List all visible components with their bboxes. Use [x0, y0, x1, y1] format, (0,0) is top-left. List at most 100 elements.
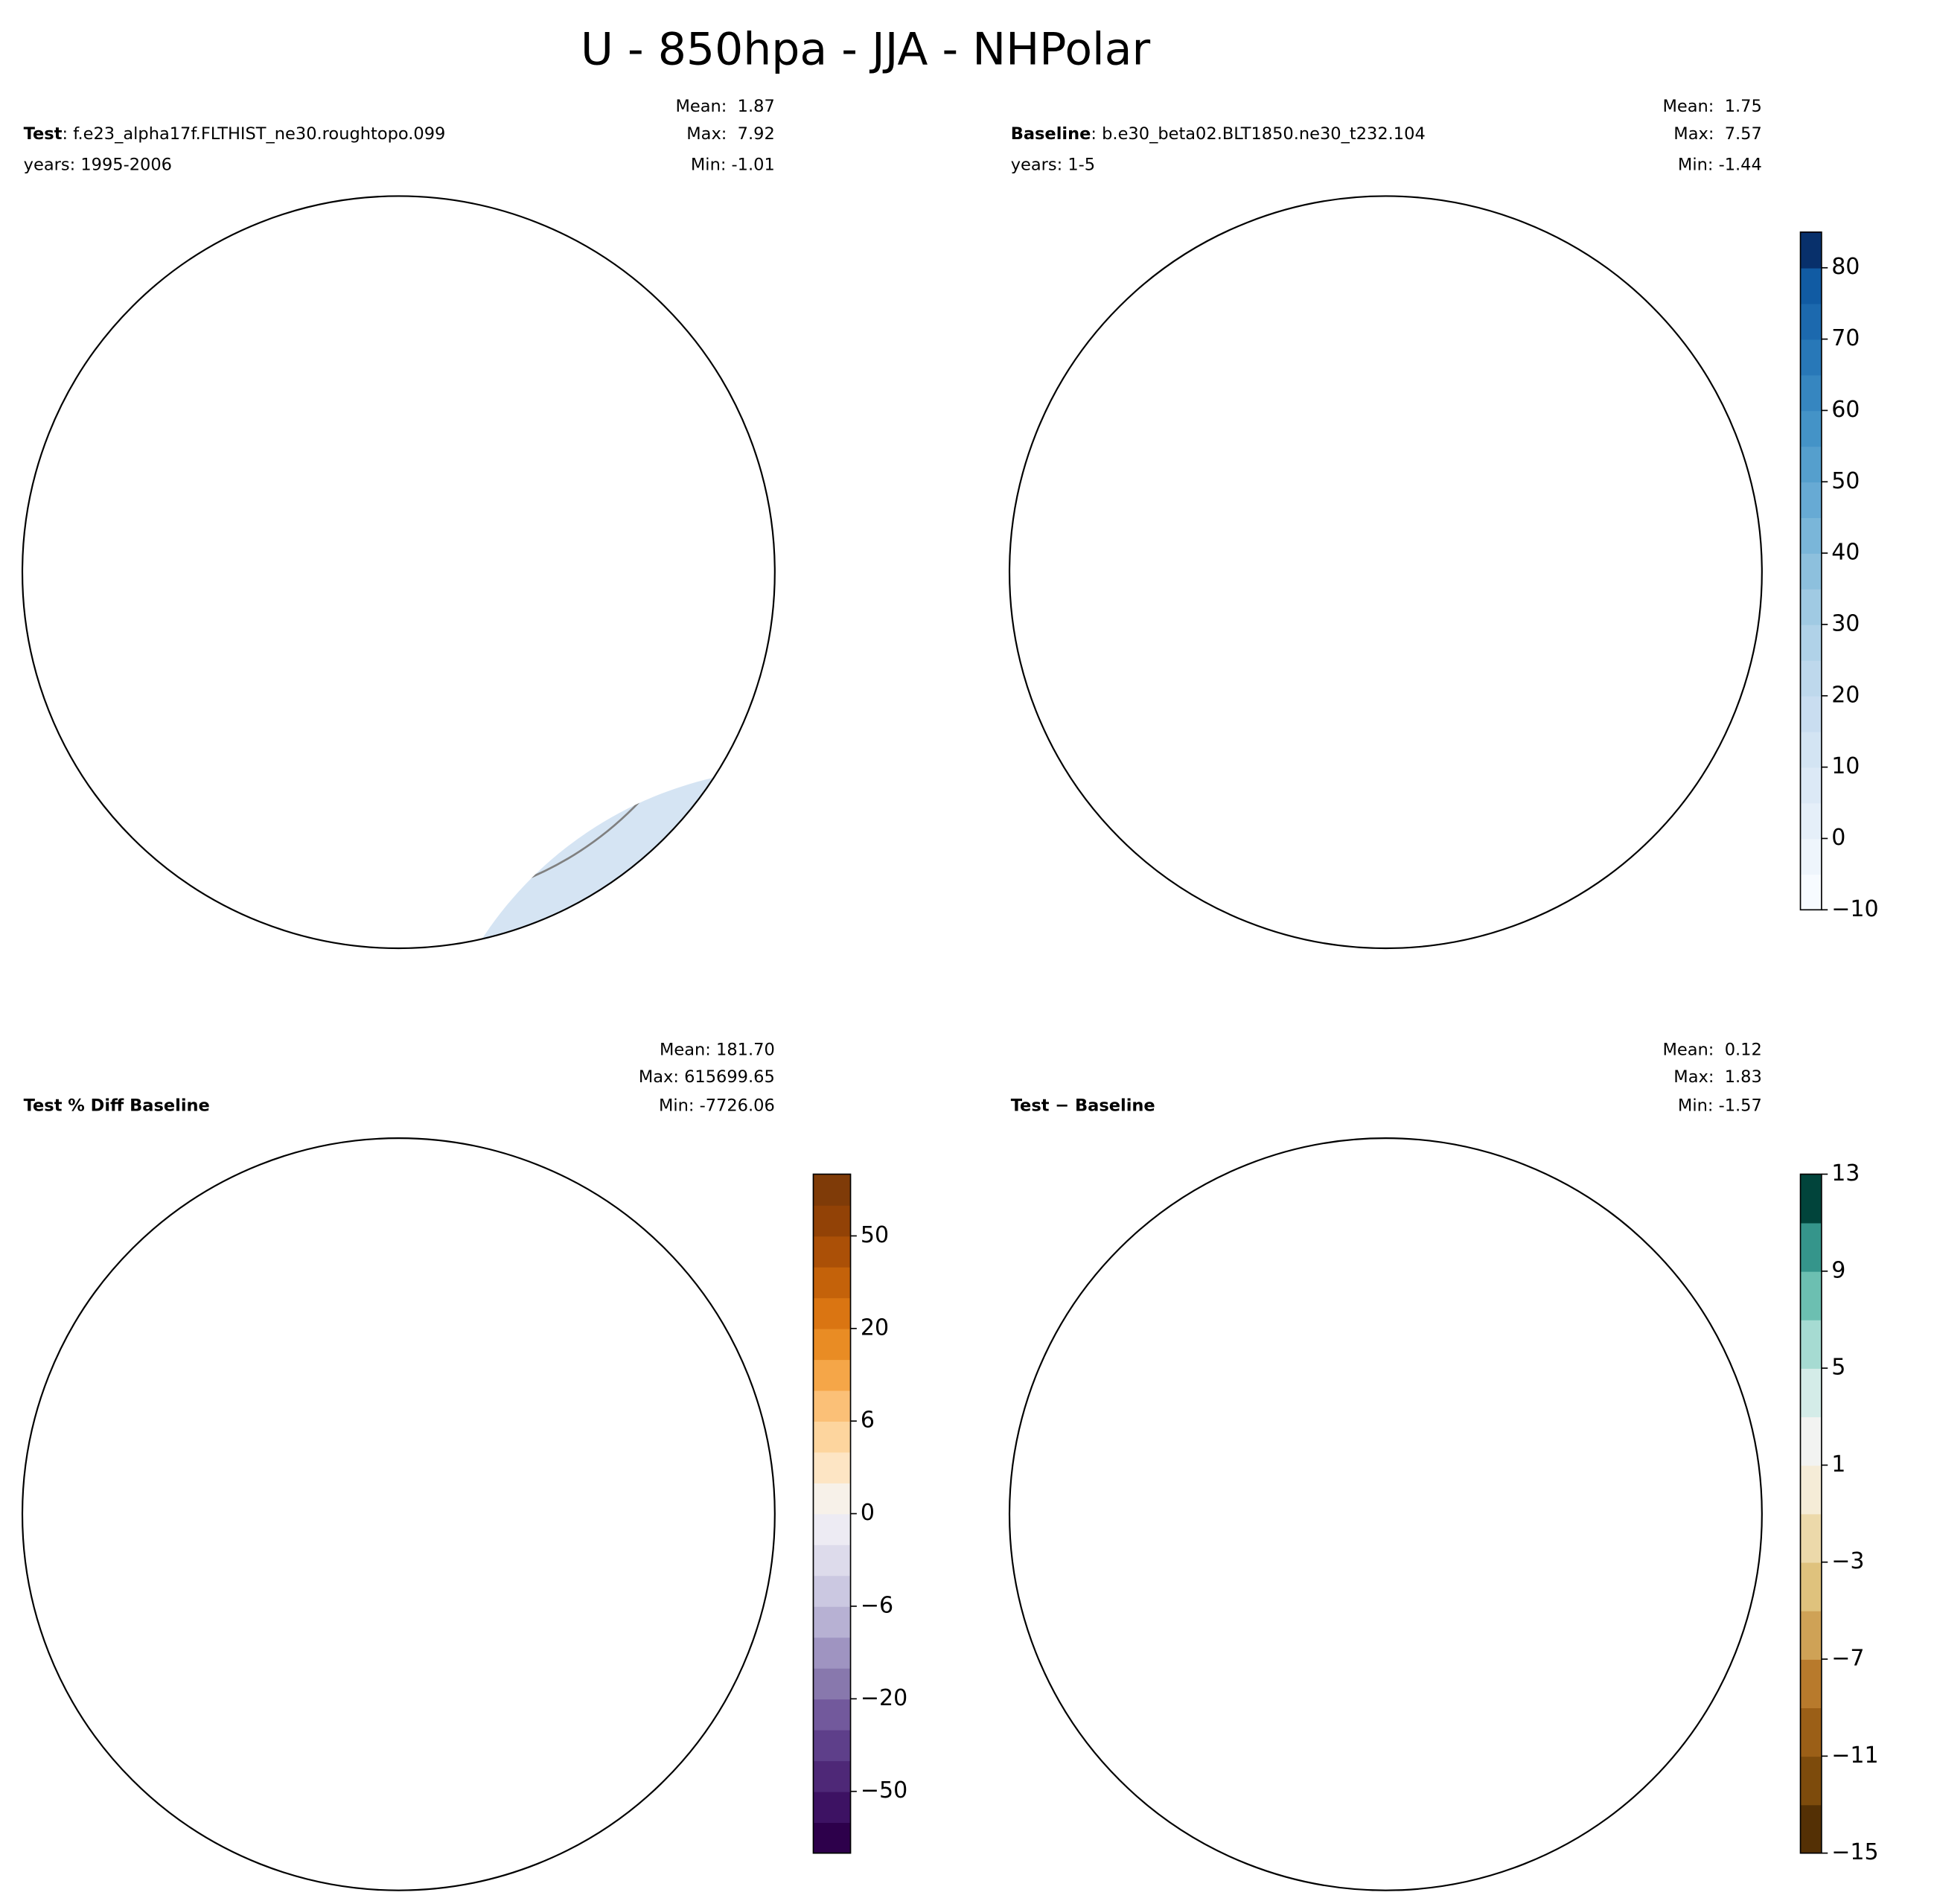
- colorbar-segment: [813, 1575, 851, 1607]
- map-border: [21, 1137, 776, 1891]
- coastline: [1385, 1216, 1634, 1315]
- colorbar-segment: [1800, 482, 1822, 519]
- panel-label: Test − Baseline: [1011, 1096, 1155, 1115]
- stat: Mean: 0.12: [1663, 1040, 1762, 1059]
- coastline: [1112, 498, 1336, 597]
- colorbar-segment: [813, 1760, 851, 1792]
- colorbar-tick-label: 1: [1831, 1451, 1845, 1477]
- colorbar-segment: [1800, 589, 1822, 625]
- colorbar-segment: [813, 1637, 851, 1669]
- coastline: [374, 1763, 405, 1887]
- colorbar-segment: [813, 1204, 851, 1237]
- colorbar-segment: [1800, 1222, 1822, 1272]
- colorbar-frame: [1799, 1173, 1822, 1854]
- field: [1361, 1223, 1584, 1285]
- colorbar-tick-label: 5: [1831, 1355, 1845, 1381]
- colorbar-segment: [813, 1544, 851, 1576]
- colorbar-segment: [1800, 624, 1822, 661]
- colorbar-segment: [813, 1729, 851, 1762]
- stat: Max: 7.57: [1673, 124, 1762, 144]
- colorbar-tick-label: 20: [861, 1314, 889, 1341]
- coastline: [1075, 312, 1540, 907]
- latitude-line: [237, 1353, 561, 1676]
- coastline: [1385, 275, 1634, 374]
- coastline: [26, 1465, 113, 1713]
- colorbar-segment: [813, 1513, 851, 1545]
- colorbar-segment: [1800, 410, 1822, 447]
- colorbar-tick-label: −20: [861, 1685, 907, 1711]
- field: [411, 1204, 634, 1329]
- field: [595, 1562, 625, 1602]
- coastline: [1584, 424, 1621, 535]
- coastline: [1461, 758, 1510, 870]
- colorbar-tick-label: −50: [861, 1777, 907, 1804]
- stat: Max: 7.92: [686, 124, 775, 144]
- latitude-line: [1225, 1353, 1548, 1676]
- stat: Mean: 1.75: [1663, 97, 1762, 116]
- coastline: [473, 1701, 523, 1812]
- map-border: [21, 195, 776, 950]
- latitude-line: [1053, 240, 1718, 905]
- colorbar-segment: [1800, 695, 1822, 732]
- colorbar-segment: [813, 1667, 851, 1700]
- field: [421, 768, 775, 948]
- figure-title: U - 850hpa - JJA - NHPolar: [581, 24, 1151, 76]
- colorbar-segment: [813, 1822, 851, 1854]
- colorbar-tick-label: 70: [1831, 325, 1860, 351]
- coastline: [597, 1365, 634, 1477]
- coastline: [1112, 1440, 1336, 1539]
- case-name: : f.e23_alpha17f.FLTHIST_ne30.roughtopo.…: [62, 124, 445, 144]
- case-label: Test − Baseline: [1011, 1096, 1155, 1115]
- coastline: [1075, 1253, 1540, 1849]
- years: years: 1995-2006: [24, 155, 172, 174]
- coastline: [398, 275, 647, 374]
- colorbar-segment: [813, 1297, 851, 1329]
- colorbar-segment: [1800, 874, 1822, 911]
- coastline: [26, 523, 113, 771]
- colorbar-segment: [813, 1174, 851, 1206]
- colorbar-segment: [1800, 267, 1822, 304]
- panel-label: Baseline: b.e30_beta02.BLT1850.ne30_t232…: [1011, 124, 1426, 144]
- colorbar-segment: [1800, 1562, 1822, 1611]
- coastline: [1212, 610, 1368, 746]
- colorbar-tick-label: 60: [1831, 397, 1860, 423]
- field: [1385, 1346, 1460, 1408]
- colorbar-tick-label: 50: [861, 1222, 889, 1248]
- colorbar-segment: [1800, 1804, 1822, 1854]
- colorbar-tick-label: −11: [1831, 1742, 1878, 1769]
- colorbar-segment: [813, 1791, 851, 1824]
- colorbar-frame: [1799, 231, 1822, 911]
- latitude-line: [237, 411, 561, 734]
- colorbar-segment: [1800, 1610, 1822, 1660]
- coastline: [125, 498, 348, 597]
- case-name: : b.e30_beta02.BLT1850.ne30_t232.104: [1091, 124, 1425, 144]
- colorbar-segment: [813, 1266, 851, 1299]
- latitude-line: [1225, 411, 1548, 734]
- colorbar-tick-label: 9: [1831, 1257, 1845, 1283]
- coastline: [398, 1216, 647, 1315]
- colorbar-segment: [1800, 802, 1822, 840]
- panel-label: Test % Diff Baseline: [24, 1096, 210, 1115]
- coastline: [225, 610, 381, 746]
- colorbar-segment: [1800, 1319, 1822, 1369]
- colorbar-tick-label: 0: [861, 1500, 875, 1526]
- colorbar-tick-label: 6: [861, 1408, 875, 1434]
- stat: Mean: 181.70: [660, 1040, 775, 1059]
- field: [374, 1495, 424, 1533]
- coastline: [225, 1551, 381, 1687]
- land-ice: [225, 1551, 381, 1687]
- map-border: [1008, 1137, 1763, 1891]
- colorbar-segment: [1800, 1659, 1822, 1709]
- latitude-line: [1143, 329, 1630, 816]
- colorbar-tick-label: 80: [1831, 254, 1860, 280]
- colorbar-tick-label: −15: [1831, 1839, 1878, 1865]
- land-ice: [1212, 610, 1368, 746]
- colorbar-segment: [1800, 446, 1822, 483]
- field: [1069, 243, 1727, 876]
- coastline: [1461, 1701, 1510, 1812]
- colorbar-segment: [1800, 1513, 1822, 1563]
- coastline: [88, 1253, 553, 1849]
- panel-label: Test: f.e23_alpha17f.FLTHIST_ne30.rought…: [24, 124, 446, 144]
